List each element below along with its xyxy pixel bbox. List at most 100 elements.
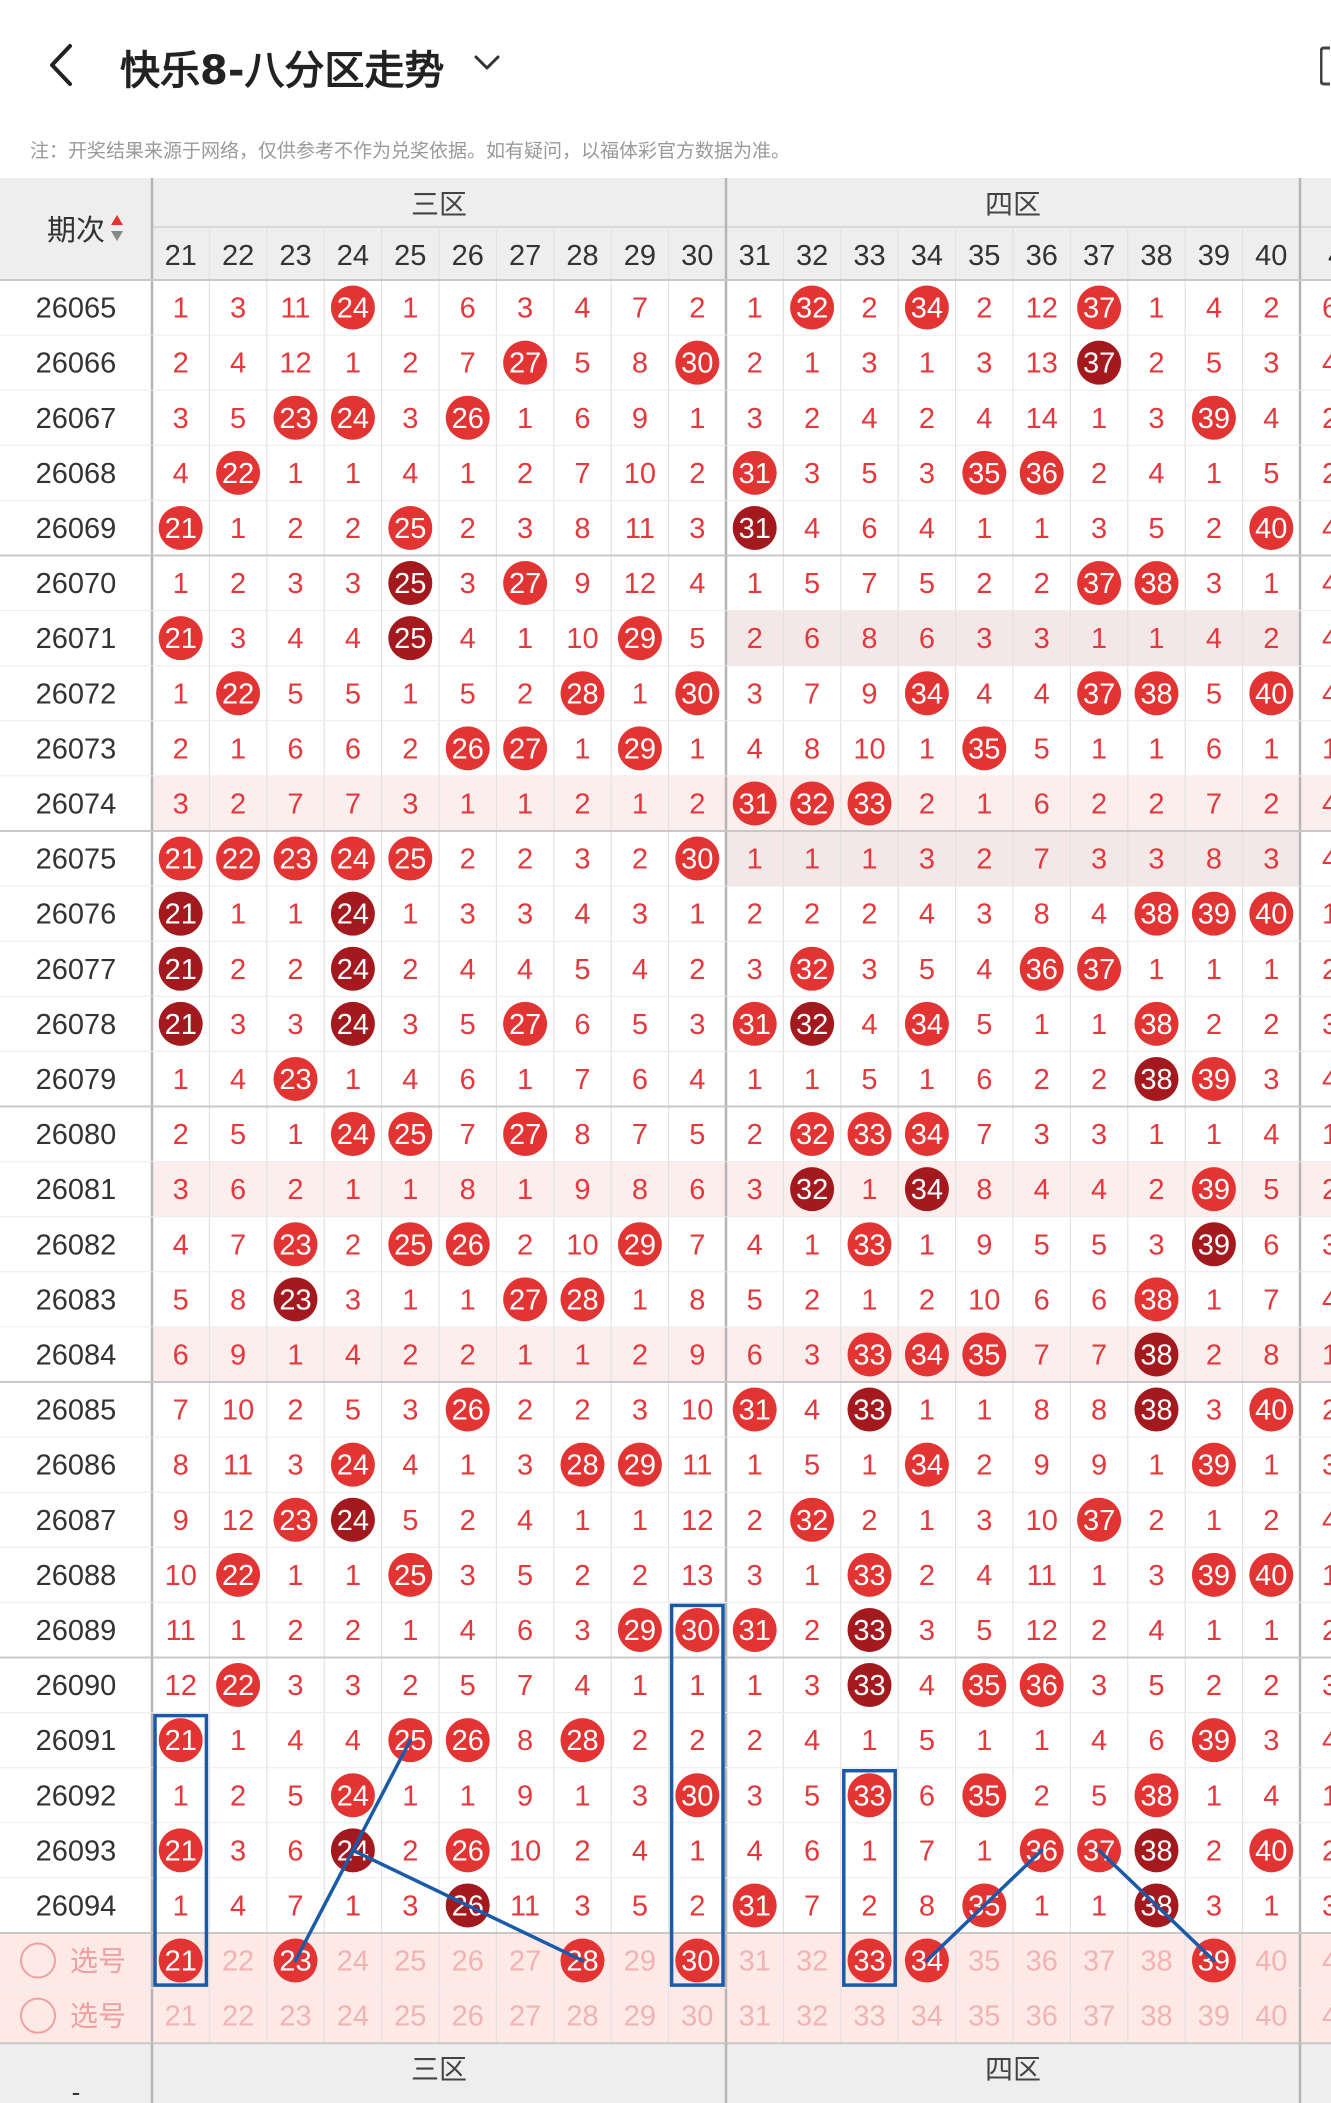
omission-cell: 2 bbox=[287, 954, 303, 986]
column-header-partial: 4 bbox=[1328, 240, 1331, 272]
select-number[interactable]: 25 bbox=[394, 1946, 426, 1978]
drawn-ball-number: 21 bbox=[165, 623, 197, 655]
selected-ball-number[interactable]: 30 bbox=[681, 1946, 713, 1978]
period-header[interactable]: 期次 bbox=[47, 214, 105, 247]
drawn-ball bbox=[216, 671, 261, 716]
selected-ball-number[interactable]: 21 bbox=[165, 1946, 197, 1978]
sort-up-icon[interactable] bbox=[111, 215, 123, 225]
select-number[interactable]: 31 bbox=[739, 2001, 771, 2033]
omission-cell: 3 bbox=[1091, 1670, 1107, 1702]
select-number[interactable]: 38 bbox=[1140, 1946, 1172, 1978]
drawn-ball-number: 29 bbox=[624, 1450, 656, 1482]
omission-cell: 3 bbox=[1206, 568, 1222, 600]
omission-cell: 2 bbox=[632, 1339, 648, 1371]
select-number[interactable]: 38 bbox=[1140, 2001, 1172, 2033]
select-number[interactable]: 36 bbox=[1026, 1946, 1058, 1978]
select-number[interactable]: 40 bbox=[1255, 2001, 1287, 2033]
omission-cell: 9 bbox=[1034, 1450, 1050, 1482]
select-number[interactable]: 26 bbox=[452, 2001, 484, 2033]
omission-cell: 2 bbox=[689, 458, 705, 490]
omission-cell: 5 bbox=[747, 1284, 763, 1316]
drawn-ball bbox=[560, 1718, 605, 1763]
omission-cell: 4 bbox=[861, 1009, 877, 1041]
back-arrow-icon[interactable] bbox=[42, 40, 82, 90]
column-header: 40 bbox=[1255, 240, 1287, 272]
partial-cell: 2 bbox=[1322, 458, 1331, 490]
drawn-ball-number: 38 bbox=[1140, 1009, 1172, 1041]
omission-cell: 2 bbox=[861, 899, 877, 931]
select-number[interactable]: 36 bbox=[1026, 2001, 1058, 2033]
drawn-ball-number: 31 bbox=[739, 1009, 771, 1041]
select-number[interactable]: 22 bbox=[222, 1946, 254, 1978]
select-number[interactable]: 25 bbox=[394, 2001, 426, 2033]
omission-cell: 9 bbox=[230, 1339, 246, 1371]
omission-cell: 10 bbox=[222, 1395, 254, 1427]
select-number[interactable]: 30 bbox=[681, 2001, 713, 2033]
select-number[interactable]: 29 bbox=[624, 1946, 656, 1978]
select-number[interactable]: 21 bbox=[165, 2001, 197, 2033]
select-radio-icon[interactable] bbox=[20, 1942, 56, 1979]
omission-cell: 7 bbox=[460, 1119, 476, 1151]
omission-cell: 1 bbox=[861, 1835, 877, 1867]
omission-cell: 1 bbox=[919, 1229, 935, 1261]
select-number[interactable]: 33 bbox=[853, 2001, 885, 2033]
chevron-down-icon[interactable] bbox=[470, 48, 504, 76]
select-number[interactable]: 32 bbox=[796, 1946, 828, 1978]
sort-down-icon[interactable] bbox=[111, 231, 123, 241]
select-number[interactable]: 34 bbox=[911, 2001, 943, 2033]
select-number[interactable]: 40 bbox=[1255, 1946, 1287, 1978]
omission-cell: 3 bbox=[1263, 1725, 1279, 1757]
select-number[interactable]: 24 bbox=[337, 2001, 369, 2033]
omission-cell: 2 bbox=[919, 403, 935, 435]
select-number[interactable]: 29 bbox=[624, 2001, 656, 2033]
select-number[interactable]: 23 bbox=[279, 2001, 311, 2033]
partial-cell: 4 bbox=[1322, 623, 1331, 655]
omission-cell: 3 bbox=[919, 1615, 935, 1647]
omission-cell: 1 bbox=[345, 1174, 361, 1206]
select-number[interactable]: 37 bbox=[1083, 2001, 1115, 2033]
select-number[interactable]: 24 bbox=[337, 1946, 369, 1978]
drawn-ball bbox=[675, 1607, 720, 1652]
drawn-ball-number: 24 bbox=[337, 1119, 369, 1151]
omission-cell: 1 bbox=[517, 1064, 533, 1096]
omission-cell: 6 bbox=[861, 513, 877, 545]
select-number[interactable]: 37 bbox=[1083, 1946, 1115, 1978]
select-number[interactable]: 39 bbox=[1198, 2001, 1230, 2033]
omission-cell: 1 bbox=[345, 1560, 361, 1592]
select-number[interactable]: 32 bbox=[796, 2001, 828, 2033]
trend-table: 期次 三区 四区 21 22 23 24 25 26 27 28 29 30 31 32 33 34 35 36 37… bbox=[0, 178, 1331, 2103]
omission-cell: 3 bbox=[804, 1670, 820, 1702]
omission-cell: 1 bbox=[1091, 1890, 1107, 1922]
settings-frame-icon[interactable] bbox=[1320, 46, 1331, 86]
select-number[interactable]: 28 bbox=[566, 2001, 598, 2033]
omission-cell: 8 bbox=[632, 348, 648, 380]
omission-cell: 4 bbox=[1148, 458, 1164, 490]
selected-ball[interactable] bbox=[158, 1938, 203, 1983]
selected-ball[interactable] bbox=[675, 1938, 720, 1983]
omission-cell: 3 bbox=[517, 899, 533, 931]
select-radio-icon[interactable] bbox=[20, 1997, 56, 2034]
select-number[interactable]: 31 bbox=[739, 1946, 771, 1978]
selected-ball-number[interactable]: 33 bbox=[853, 1946, 885, 1978]
omission-cell: 3 bbox=[861, 954, 877, 986]
select-partial: 4 bbox=[1322, 2001, 1331, 2033]
select-number[interactable]: 27 bbox=[509, 1946, 541, 1978]
select-number[interactable]: 26 bbox=[452, 1946, 484, 1978]
drawn-ball-number: 27 bbox=[509, 348, 541, 380]
drawn-ball-number: 39 bbox=[1198, 1174, 1230, 1206]
drawn-ball bbox=[330, 891, 375, 936]
select-number[interactable]: 27 bbox=[509, 2001, 541, 2033]
omission-cell: 1 bbox=[517, 1174, 533, 1206]
omission-cell: 6 bbox=[747, 1339, 763, 1371]
select-number[interactable]: 35 bbox=[968, 2001, 1000, 2033]
omission-cell: 2 bbox=[689, 1890, 705, 1922]
select-number[interactable]: 22 bbox=[222, 2001, 254, 2033]
omission-cell: 7 bbox=[230, 1229, 246, 1261]
drawn-ball-number: 40 bbox=[1255, 513, 1287, 545]
omission-cell: 1 bbox=[1148, 1450, 1164, 1482]
selected-ball[interactable] bbox=[847, 1938, 892, 1983]
select-number[interactable]: 35 bbox=[968, 1946, 1000, 1978]
drawn-ball-number: 37 bbox=[1083, 293, 1115, 325]
omission-cell: 7 bbox=[287, 788, 303, 820]
omission-cell: 1 bbox=[632, 1670, 648, 1702]
